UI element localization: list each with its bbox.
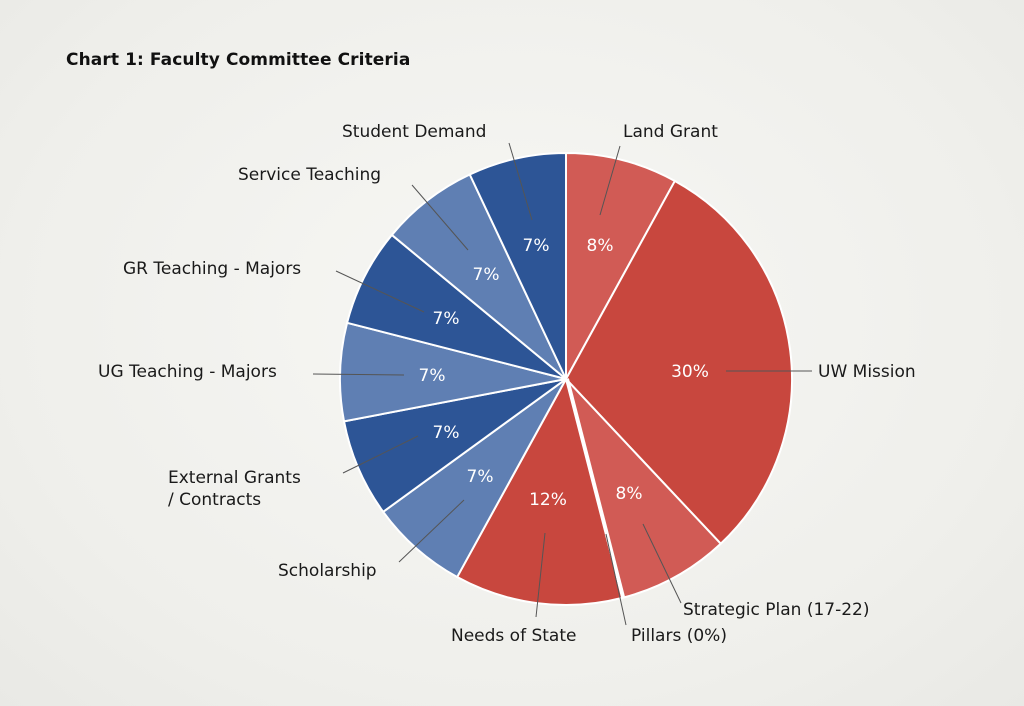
slice-3-leader-line [605, 533, 627, 626]
slice-2-percent-label: 8% [616, 484, 643, 504]
slice-0-wedge [565, 151, 677, 380]
slice-2-category-label: Strategic Plan (17-22) [683, 600, 870, 620]
slice-5-leader-line [398, 499, 465, 563]
slice-5-percent-label: 7% [467, 467, 494, 487]
slice-1-wedge [564, 179, 793, 546]
slice-7-leader-line [312, 373, 405, 376]
slice-1-percent-label: 30% [671, 362, 709, 382]
slice-10-wedge [468, 151, 567, 380]
slice-0-leader-line [599, 145, 621, 216]
slice-0-category-label: Land Grant [623, 122, 718, 142]
slice-3-category-label: Pillars (0%) [631, 626, 727, 646]
slice-1-category-label: UW Mission [818, 362, 916, 382]
slice-8-leader-line [335, 270, 425, 313]
slice-6-percent-label: 7% [433, 423, 460, 443]
slice-9-percent-label: 7% [473, 265, 500, 285]
slice-10-leader-line [508, 142, 533, 221]
slice-10-category-label: Student Demand [342, 122, 486, 142]
slice-8-category-label: GR Teaching - Majors [123, 259, 301, 279]
slice-9-leader-line [411, 184, 469, 251]
slice-10-percent-label: 7% [523, 236, 550, 256]
slice-8-percent-label: 7% [433, 309, 460, 329]
slice-2-leader-line [642, 523, 682, 604]
slice-4-percent-label: 12% [529, 490, 567, 510]
slice-6-leader-line [342, 435, 419, 474]
slice-4-category-label: Needs of State [451, 626, 576, 646]
slice-7-percent-label: 7% [419, 366, 446, 386]
slice-9-category-label: Service Teaching [238, 165, 381, 185]
chart-title: Chart 1: Faculty Committee Criteria [66, 50, 411, 70]
slice-5-category-label: Scholarship [278, 561, 377, 581]
slice-6-category-label: External Grants / Contracts [168, 468, 301, 510]
slice-2-wedge [565, 378, 723, 600]
slice-4-leader-line [535, 532, 546, 618]
slice-7-category-label: UG Teaching - Majors [98, 362, 277, 382]
slice-0-percent-label: 8% [587, 236, 614, 256]
